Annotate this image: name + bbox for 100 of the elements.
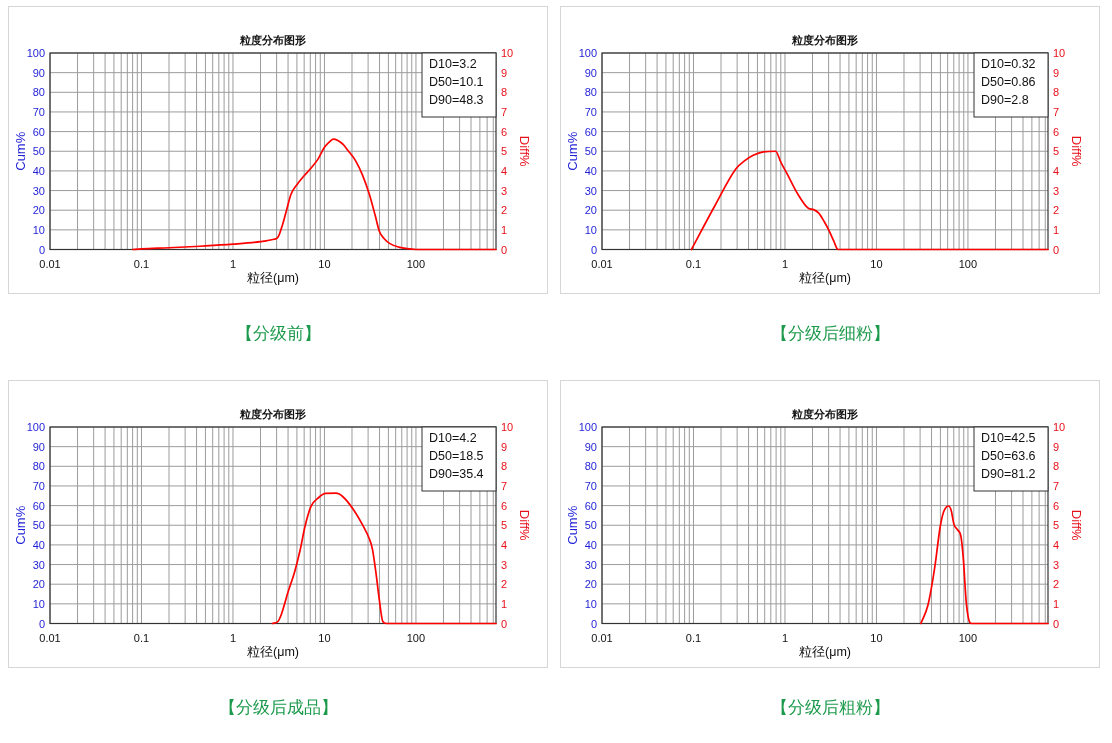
x-tick-label: 0.1 [133,631,150,644]
y2-tick-label: 4 [501,164,508,177]
y-tick-label: 80 [584,460,597,473]
y2-axis-title: Diff% [516,509,532,542]
y2-tick-label: 3 [1053,184,1060,197]
y2-axis-title: Diff% [1068,135,1084,168]
text: 【分级前】 [235,323,321,343]
y2-tick-label: 10 [501,47,514,59]
y-tick-label: 20 [32,204,45,217]
y2-tick-label: 5 [1053,519,1060,532]
y-tick-label: 0 [590,617,597,630]
x-tick-label: 0.01 [39,257,61,270]
y-tick-label: 50 [32,145,45,158]
x-tick-label: 100 [958,257,978,270]
y2-tick-label: 6 [1053,125,1060,138]
y2-tick-label: 1 [501,223,508,236]
y-tick-label: 0 [38,243,45,256]
annotation: D90=35.4 [429,467,484,481]
y-tick-label: 0 [590,243,597,256]
x-axis-title: 粒径(μm) [799,271,851,285]
x-tick-label: 0.01 [591,631,613,644]
y2-axis-title: Diff% [516,135,532,168]
y-axis-title: Cum% [12,131,28,171]
y-tick-label: 40 [32,538,45,551]
x-tick-label: 10 [318,631,331,644]
y2-tick-label: 5 [501,145,508,158]
y-axis-title: Cum% [564,505,580,545]
y-tick-label: 80 [32,460,45,473]
y-axis-title: Cum% [12,505,28,545]
y2-tick-label: 1 [501,597,508,610]
y2-tick-label: 9 [501,66,508,79]
x-tick-label: 0.1 [685,631,702,644]
y-tick-label: 70 [584,105,597,118]
y-tick-label: 20 [584,204,597,217]
y-tick-label: 0 [38,617,45,630]
x-axis-title: 粒径(μm) [247,645,299,659]
y-tick-label: 90 [32,66,45,79]
y-tick-label: 30 [32,184,45,197]
y2-tick-label: 5 [1053,145,1060,158]
y2-tick-label: 8 [501,460,508,473]
y-tick-label: 90 [32,440,45,453]
text: 【分级后细粉】 [770,323,890,343]
y2-tick-label: 0 [1053,617,1060,630]
y-tick-label: 90 [584,66,597,79]
y2-tick-label: 8 [501,86,508,99]
y-tick-label: 60 [584,125,597,138]
y-tick-label: 60 [32,125,45,138]
annotation: D10=4.2 [429,431,477,445]
y-tick-label: 50 [584,519,597,532]
y-tick-label: 10 [32,223,45,236]
x-tick-label: 100 [958,631,978,644]
y2-tick-label: 2 [1053,204,1060,217]
annotation: D90=48.3 [429,93,484,107]
annotation: D50=63.6 [981,449,1036,463]
y2-tick-label: 4 [1053,164,1060,177]
y-tick-label: 40 [584,164,597,177]
annotation: D50=0.86 [981,75,1036,89]
x-tick-label: 1 [781,257,789,270]
y2-tick-label: 10 [501,421,514,433]
y2-tick-label: 2 [501,578,508,591]
x-tick-label: 0.1 [133,257,150,270]
y2-tick-label: 8 [1053,86,1060,99]
y2-axis-title: Diff% [1068,509,1084,542]
x-tick-label: 1 [229,257,237,270]
y2-tick-label: 3 [1053,558,1060,571]
y2-tick-label: 1 [1053,597,1060,610]
text: 【分级后成品】 [218,697,338,717]
x-tick-label: 100 [406,257,426,270]
y-tick-label: 40 [584,538,597,551]
x-tick-label: 100 [406,631,426,644]
y2-tick-label: 3 [501,558,508,571]
annotation: D90=81.2 [981,467,1036,481]
y-tick-label: 80 [584,86,597,99]
x-axis-title: 粒径(μm) [247,271,299,285]
y-tick-label: 50 [32,519,45,532]
y2-tick-label: 4 [1053,538,1060,551]
y2-tick-label: 0 [501,617,508,630]
y2-tick-label: 1 [1053,223,1060,236]
x-tick-label: 0.01 [591,257,613,270]
annotation: D10=0.32 [981,57,1036,71]
y-tick-label: 20 [32,578,45,591]
chart-title: 粒度分布图形 [791,34,858,47]
x-tick-label: 0.1 [685,257,702,270]
y2-tick-label: 7 [1053,479,1060,492]
y2-tick-label: 10 [1053,47,1066,59]
y-tick-label: 30 [32,558,45,571]
y-tick-label: 40 [32,164,45,177]
annotation: D10=3.2 [429,57,477,71]
x-tick-label: 1 [229,631,237,644]
y2-tick-label: 2 [1053,578,1060,591]
x-tick-label: 10 [318,257,331,270]
annotation: D90=2.8 [981,93,1029,107]
y2-tick-label: 6 [501,125,508,138]
y-tick-label: 70 [584,479,597,492]
y-tick-label: 20 [584,578,597,591]
y-tick-label: 100 [26,421,45,433]
y2-tick-label: 0 [1053,243,1060,256]
y2-tick-label: 3 [501,184,508,197]
annotation: D50=10.1 [429,75,484,89]
x-axis-title: 粒径(μm) [799,645,851,659]
